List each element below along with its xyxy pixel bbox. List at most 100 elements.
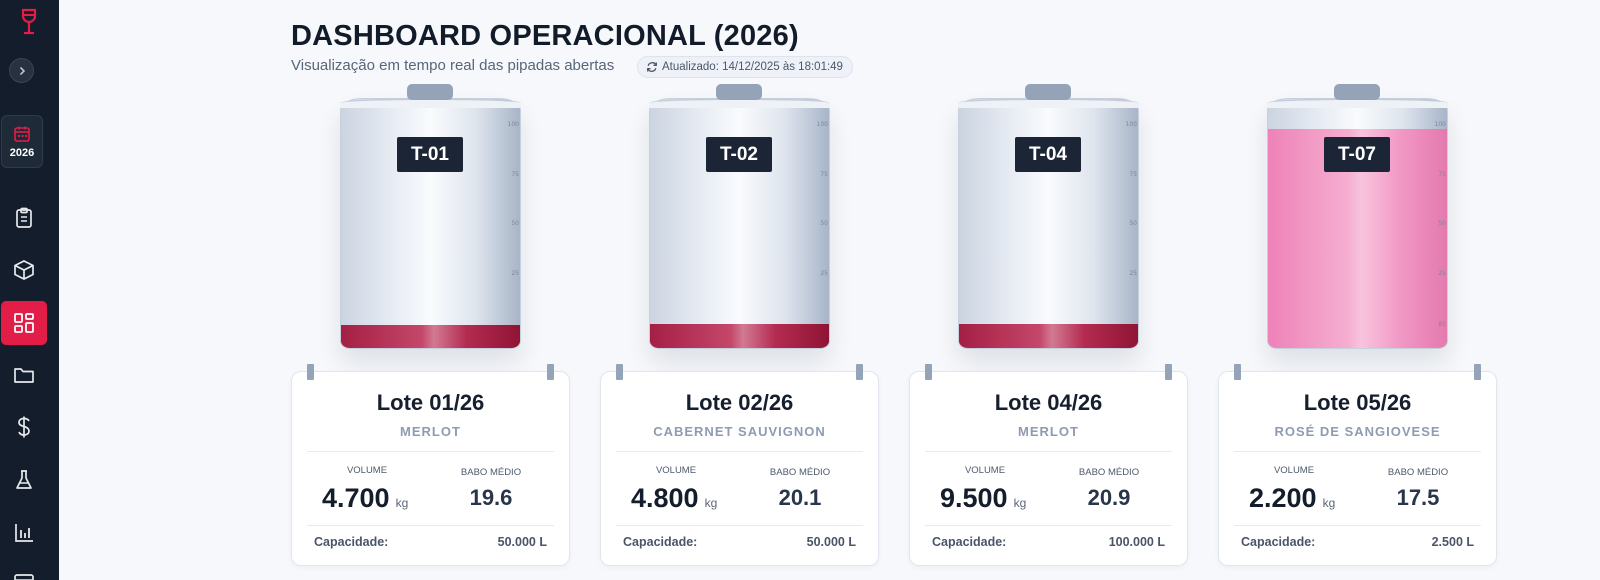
capacity-value: 50.000 L: [497, 535, 547, 549]
scale-tick: 75: [511, 171, 519, 178]
tank-vessel: 100 75 50 25: [649, 98, 830, 349]
last-updated-text: Atualizado: 14/12/2025 às 18:01:49: [662, 61, 843, 73]
volume-value: 2.200: [1249, 483, 1317, 513]
expand-sidebar-button[interactable]: [9, 58, 34, 83]
year-selector[interactable]: 2026: [1, 115, 43, 168]
divider: [307, 451, 554, 452]
clipboard-icon: [16, 207, 32, 228]
grape-variety: ROSÉ DE SANGIOVESE: [1274, 424, 1441, 439]
scale-tick: 25: [820, 270, 828, 277]
tank-cap: [407, 84, 453, 100]
wine-glass-logo-icon[interactable]: [8, 3, 50, 41]
babo-value: 17.5: [1396, 485, 1440, 510]
lot-info-card: Lote 04/26 MERLOT VOLUME BABO MÉDIO 9.50…: [909, 364, 1188, 566]
scale-tick: 75: [1129, 171, 1137, 178]
tank-card-t-07[interactable]: 100 75 50 25 85 T-07 Lote 05/26 ROSÉ DE SANG…: [1218, 84, 1497, 574]
nav-reports[interactable]: [1, 511, 47, 555]
volume-value-row: 9.500 kg: [940, 483, 1026, 514]
nav-finance[interactable]: [1, 405, 47, 449]
scale-tick: 100: [816, 121, 828, 128]
nav-more[interactable]: [1, 560, 47, 580]
volume-unit: kg: [1322, 496, 1336, 510]
tank-cap: [716, 84, 762, 100]
scale-tick: 85: [1438, 321, 1446, 328]
scale-tick: 75: [1438, 171, 1446, 178]
lot-name: Lote 01/26: [376, 390, 485, 415]
tank-cap: [1025, 84, 1071, 100]
scale-tick: 50: [1129, 220, 1137, 227]
nav-clipboard[interactable]: [1, 196, 47, 240]
page-title: DASHBOARD OPERACIONAL (2026): [291, 20, 799, 52]
tank-scale: 100 75 50 25 85: [1433, 99, 1447, 348]
lot-name: Lote 02/26: [685, 390, 794, 415]
nav-dashboard[interactable]: [1, 301, 47, 345]
grape-variety: MERLOT: [1018, 424, 1079, 439]
divider: [1234, 451, 1481, 452]
nav-folder[interactable]: [1, 353, 47, 397]
lot-name: Lote 04/26: [994, 390, 1103, 415]
tank-fill-level: [959, 324, 1138, 348]
babo-value: 20.1: [778, 485, 822, 510]
lot-name: Lote 05/26: [1303, 390, 1412, 415]
tank-cap: [1334, 84, 1380, 100]
calendar-icon: [14, 126, 30, 142]
year-label: 2026: [9, 146, 35, 159]
volume-unit: kg: [395, 496, 409, 510]
card-peg: [1474, 364, 1481, 380]
package-icon: [14, 260, 34, 280]
nav-lab[interactable]: [1, 458, 47, 502]
tank-vessel: 100 75 50 25 85: [1267, 98, 1448, 349]
babo-value: 19.6: [469, 485, 513, 510]
scale-tick: 100: [1434, 121, 1446, 128]
tank-card-t-02[interactable]: 100 75 50 25 T-02 Lote 02/26 CABERNET SAUVI…: [600, 84, 879, 574]
scale-tick: 25: [1129, 270, 1137, 277]
card-peg: [547, 364, 554, 380]
refresh-icon: [647, 62, 657, 72]
babo-label: BABO MÉDIO: [769, 467, 831, 478]
volume-value-row: 2.200 kg: [1249, 483, 1335, 514]
divider: [1234, 525, 1481, 526]
page-subtitle: Visualização em tempo real das pipadas a…: [291, 57, 615, 74]
chevron-right-icon: [19, 66, 25, 75]
grape-variety: MERLOT: [400, 424, 461, 439]
babo-value: 20.9: [1087, 485, 1131, 510]
sidebar: 2026: [0, 0, 59, 580]
lot-info-card: Lote 05/26 ROSÉ DE SANGIOVESE VOLUME BAB…: [1218, 364, 1497, 566]
tank-card-t-04[interactable]: 100 75 50 25 T-04 Lote 04/26 MERLOT VOLUME …: [909, 84, 1188, 574]
scale-tick: 50: [1438, 220, 1446, 227]
divider: [616, 525, 863, 526]
divider: [307, 525, 554, 526]
volume-value: 9.500: [940, 483, 1008, 513]
last-updated-badge[interactable]: Atualizado: 14/12/2025 às 18:01:49: [637, 56, 853, 78]
card-peg: [1234, 364, 1241, 380]
tank-vessel: 100 75 50 25: [340, 98, 521, 349]
capacity-label: Capacidade:: [1241, 535, 1316, 549]
divider: [616, 451, 863, 452]
capacity-value: 2.500 L: [1431, 535, 1474, 549]
capacity-label: Capacidade:: [932, 535, 1007, 549]
tank-card-t-01[interactable]: 100 75 50 25 T-01 Lote 01/26 MERLOT VOLUME …: [291, 84, 570, 574]
volume-value-row: 4.800 kg: [631, 483, 717, 514]
babo-label: BABO MÉDIO: [1078, 467, 1140, 478]
scale-tick: 25: [511, 270, 519, 277]
flask-icon: [16, 470, 32, 489]
scale-tick: 50: [511, 220, 519, 227]
tank-scale: 100 75 50 25: [506, 99, 520, 348]
table-icon: [14, 574, 34, 580]
volume-value: 4.700: [322, 483, 390, 513]
bar-chart-icon: [15, 524, 33, 542]
tank-fill-level: [341, 324, 520, 348]
volume-label: VOLUME: [1273, 465, 1315, 476]
divider: [925, 451, 1172, 452]
nav-package[interactable]: [1, 248, 47, 292]
scale-tick: 50: [820, 220, 828, 227]
card-peg: [925, 364, 932, 380]
scale-tick: 100: [507, 121, 519, 128]
babo-label: BABO MÉDIO: [1387, 467, 1449, 478]
volume-unit: kg: [704, 496, 718, 510]
tank-scale: 100 75 50 25: [815, 99, 829, 348]
tank-id-label: T-02: [706, 137, 772, 172]
capacity-value: 50.000 L: [806, 535, 856, 549]
lot-info-card: Lote 01/26 MERLOT VOLUME BABO MÉDIO 4.70…: [291, 364, 570, 566]
tank-id-label: T-04: [1015, 137, 1081, 172]
